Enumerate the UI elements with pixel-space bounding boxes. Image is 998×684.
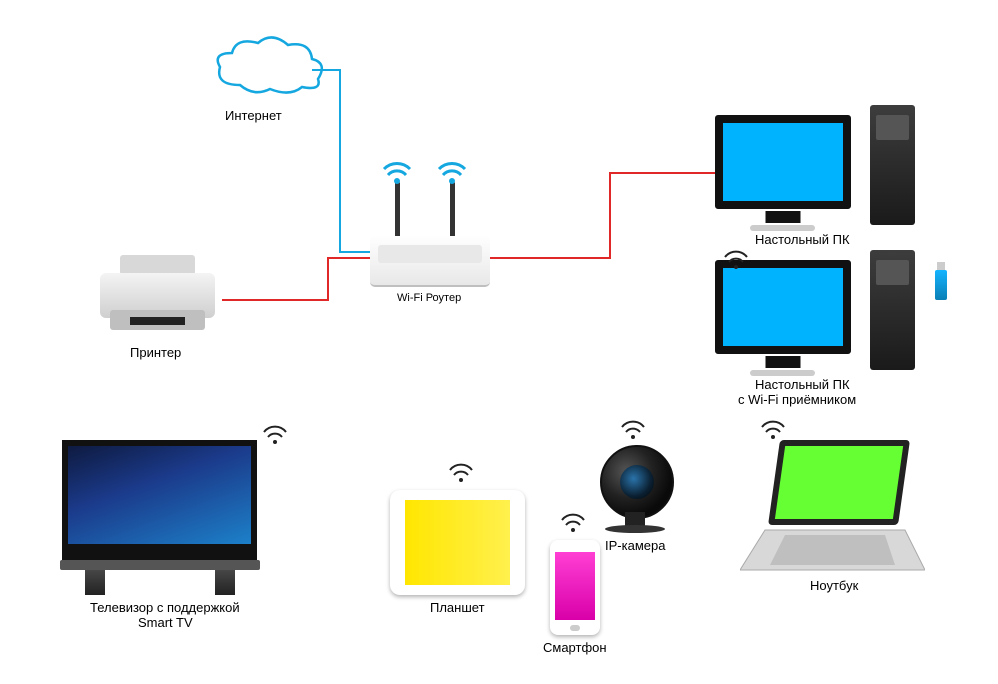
smartphone-icon bbox=[550, 540, 600, 635]
wifi-icon bbox=[760, 420, 786, 440]
pc1-label: Настольный ПК bbox=[755, 232, 850, 247]
printer-icon bbox=[95, 255, 220, 335]
tv-stand bbox=[60, 560, 260, 570]
wifi-icon bbox=[620, 420, 646, 440]
router-icon bbox=[370, 235, 490, 287]
pc2-tower-icon bbox=[870, 250, 915, 370]
pc2-label-1: Настольный ПК bbox=[755, 377, 850, 392]
laptop-icon bbox=[740, 440, 925, 575]
pc1-stand bbox=[750, 225, 815, 231]
laptop-label: Ноутбук bbox=[810, 578, 858, 593]
wifi-icon bbox=[560, 513, 586, 533]
pc2-label-2: с Wi-Fi приёмником bbox=[738, 392, 856, 407]
tablet-icon bbox=[390, 490, 525, 595]
phone-label: Смартфон bbox=[543, 640, 607, 655]
wifi-icon bbox=[723, 250, 749, 270]
pc1-monitor-icon bbox=[715, 115, 851, 209]
usb-wifi-icon bbox=[935, 270, 947, 300]
pc2-monitor-icon bbox=[715, 260, 851, 354]
pc1-tower-icon bbox=[870, 105, 915, 225]
wifi-icon bbox=[262, 425, 288, 445]
tablet-label: Планшет bbox=[430, 600, 485, 615]
printer-label: Принтер bbox=[130, 345, 181, 360]
tv-label-2: Smart TV bbox=[138, 615, 193, 630]
tv-icon bbox=[62, 440, 257, 560]
ipcamera-icon bbox=[600, 445, 674, 519]
internet-cloud-icon bbox=[210, 35, 330, 100]
wifi-icon bbox=[448, 463, 474, 483]
tv-label-1: Телевизор с поддержкой bbox=[90, 600, 240, 615]
internet-label: Интернет bbox=[225, 108, 282, 123]
network-diagram: Интернет Wi-Fi Роутер bbox=[0, 0, 998, 684]
router-label: Wi-Fi Роутер bbox=[397, 292, 461, 304]
pc2-stand bbox=[750, 370, 815, 376]
ipcam-label: IP-камера bbox=[605, 538, 665, 553]
